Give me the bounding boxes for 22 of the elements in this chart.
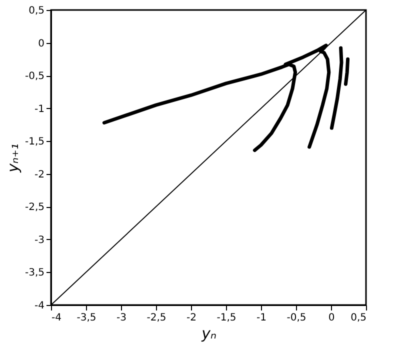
x-tick-label: -1 (256, 312, 266, 324)
y-tick-label: 0,5 (28, 6, 44, 16)
x-tick-label: -3,5 (76, 312, 96, 324)
y-tick-label: -0,5 (24, 71, 44, 82)
y-tick-label: -2,5 (24, 202, 44, 214)
x-tick-label: -2 (186, 312, 196, 324)
y-tick-label: 0 (38, 38, 44, 50)
x-tick-label: -3 (116, 312, 126, 324)
x-tick-label: -4 (52, 312, 62, 324)
x-tick-label: 0 (328, 312, 335, 324)
x-tick-label: -2,5 (146, 312, 166, 324)
x-axis-title: yₙ (200, 324, 216, 342)
x-tick-label: 0,5 (350, 312, 366, 324)
y-tick-label: -1,5 (24, 136, 44, 148)
y-tick-label: -4 (34, 300, 44, 312)
x-tick-label: -0,5 (286, 312, 306, 324)
y-tick-label: -2 (34, 169, 44, 180)
y-tick-label: -1 (34, 104, 44, 115)
y-tick-label: -3,5 (24, 268, 44, 279)
x-tick-label: -1,5 (216, 312, 236, 324)
y-axis-title: yₙ₊₁ (4, 144, 22, 174)
y-tick-label: -3 (34, 234, 44, 246)
